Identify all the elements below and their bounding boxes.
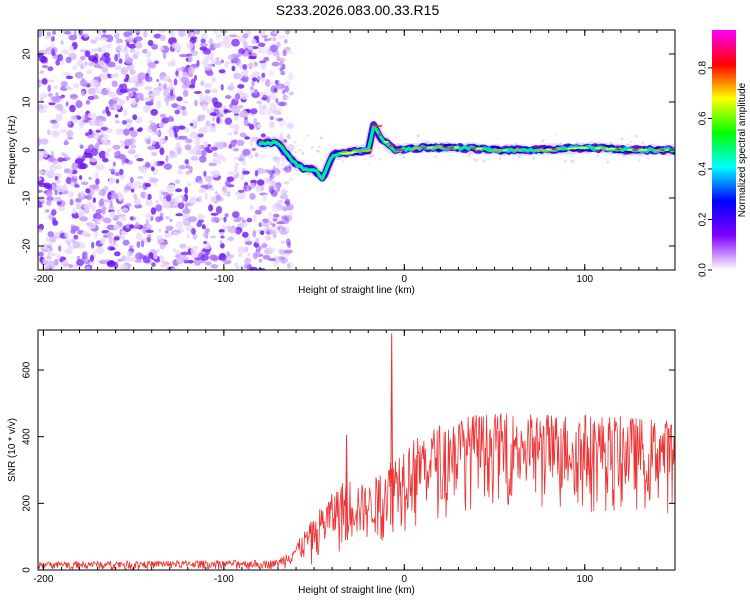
snr-x-tick-label-0: -200 (33, 574, 53, 585)
spectrogram-y-axis-label: Frequency (Hz) (7, 116, 18, 185)
spectrogram-x-tick-label-1: -100 (214, 274, 234, 285)
snr-y-tick-label-0: 0 (22, 567, 33, 573)
colorbar-tick-label-2: 0.4 (698, 162, 709, 176)
colorbar-gradient (712, 30, 736, 270)
snr-plot-frame (37, 329, 676, 571)
spectrogram-x-axis-label: Height of straight line (km) (298, 285, 415, 296)
signal-track (255, 121, 675, 183)
spectrogram-y-tick-label-4: 20 (22, 48, 33, 60)
colorbar-tick-label-3: 0.6 (698, 111, 709, 125)
spectrogram-x-tick-label-2: 0 (402, 274, 408, 285)
spectrogram-y-tick-label-1: -10 (22, 190, 33, 205)
snr-x-tick-label-3: 100 (576, 574, 593, 585)
snr-spike-0 (344, 434, 349, 541)
spectrogram-x-tick-label-0: -200 (33, 274, 53, 285)
snr-x-axis-label: Height of straight line (km) (298, 585, 415, 596)
snr-y-tick-label-3: 600 (22, 361, 33, 378)
spectrogram-y-tick-label-3: 10 (22, 96, 33, 108)
snr-x-tick-label-2: 0 (402, 574, 408, 585)
spectrogram-x-tick-label-3: 100 (576, 274, 593, 285)
chart-title: S233.2026.083.00.33.R15 (275, 2, 440, 18)
snr-series-line (38, 413, 675, 570)
spectrogram-heatmap (38, 30, 675, 270)
snr-plot (38, 333, 675, 570)
colorbar: 0.0 0.2 0.4 0.6 0.8 Normalized spectral ampli… (698, 30, 748, 277)
snr-x-tick-label-1: -100 (214, 574, 234, 585)
noise-region (38, 30, 675, 270)
spectrogram-y-tick-label-2: 0 (22, 147, 33, 153)
snr-y-axis-label: SNR (10 * v/v) (7, 418, 18, 482)
colorbar-tick-label-1: 0.2 (698, 212, 709, 226)
snr-y-tick-label-1: 200 (22, 495, 33, 512)
snr-y-tick-label-2: 400 (22, 428, 33, 445)
snr-spike-1 (390, 333, 394, 525)
colorbar-tick-label-4: 0.8 (698, 61, 709, 75)
colorbar-tick-label-0: 0.0 (698, 263, 709, 277)
colorbar-label: Normalized spectral amplitude (737, 82, 748, 217)
spectrogram-y-tick-label-0: -20 (22, 238, 33, 253)
